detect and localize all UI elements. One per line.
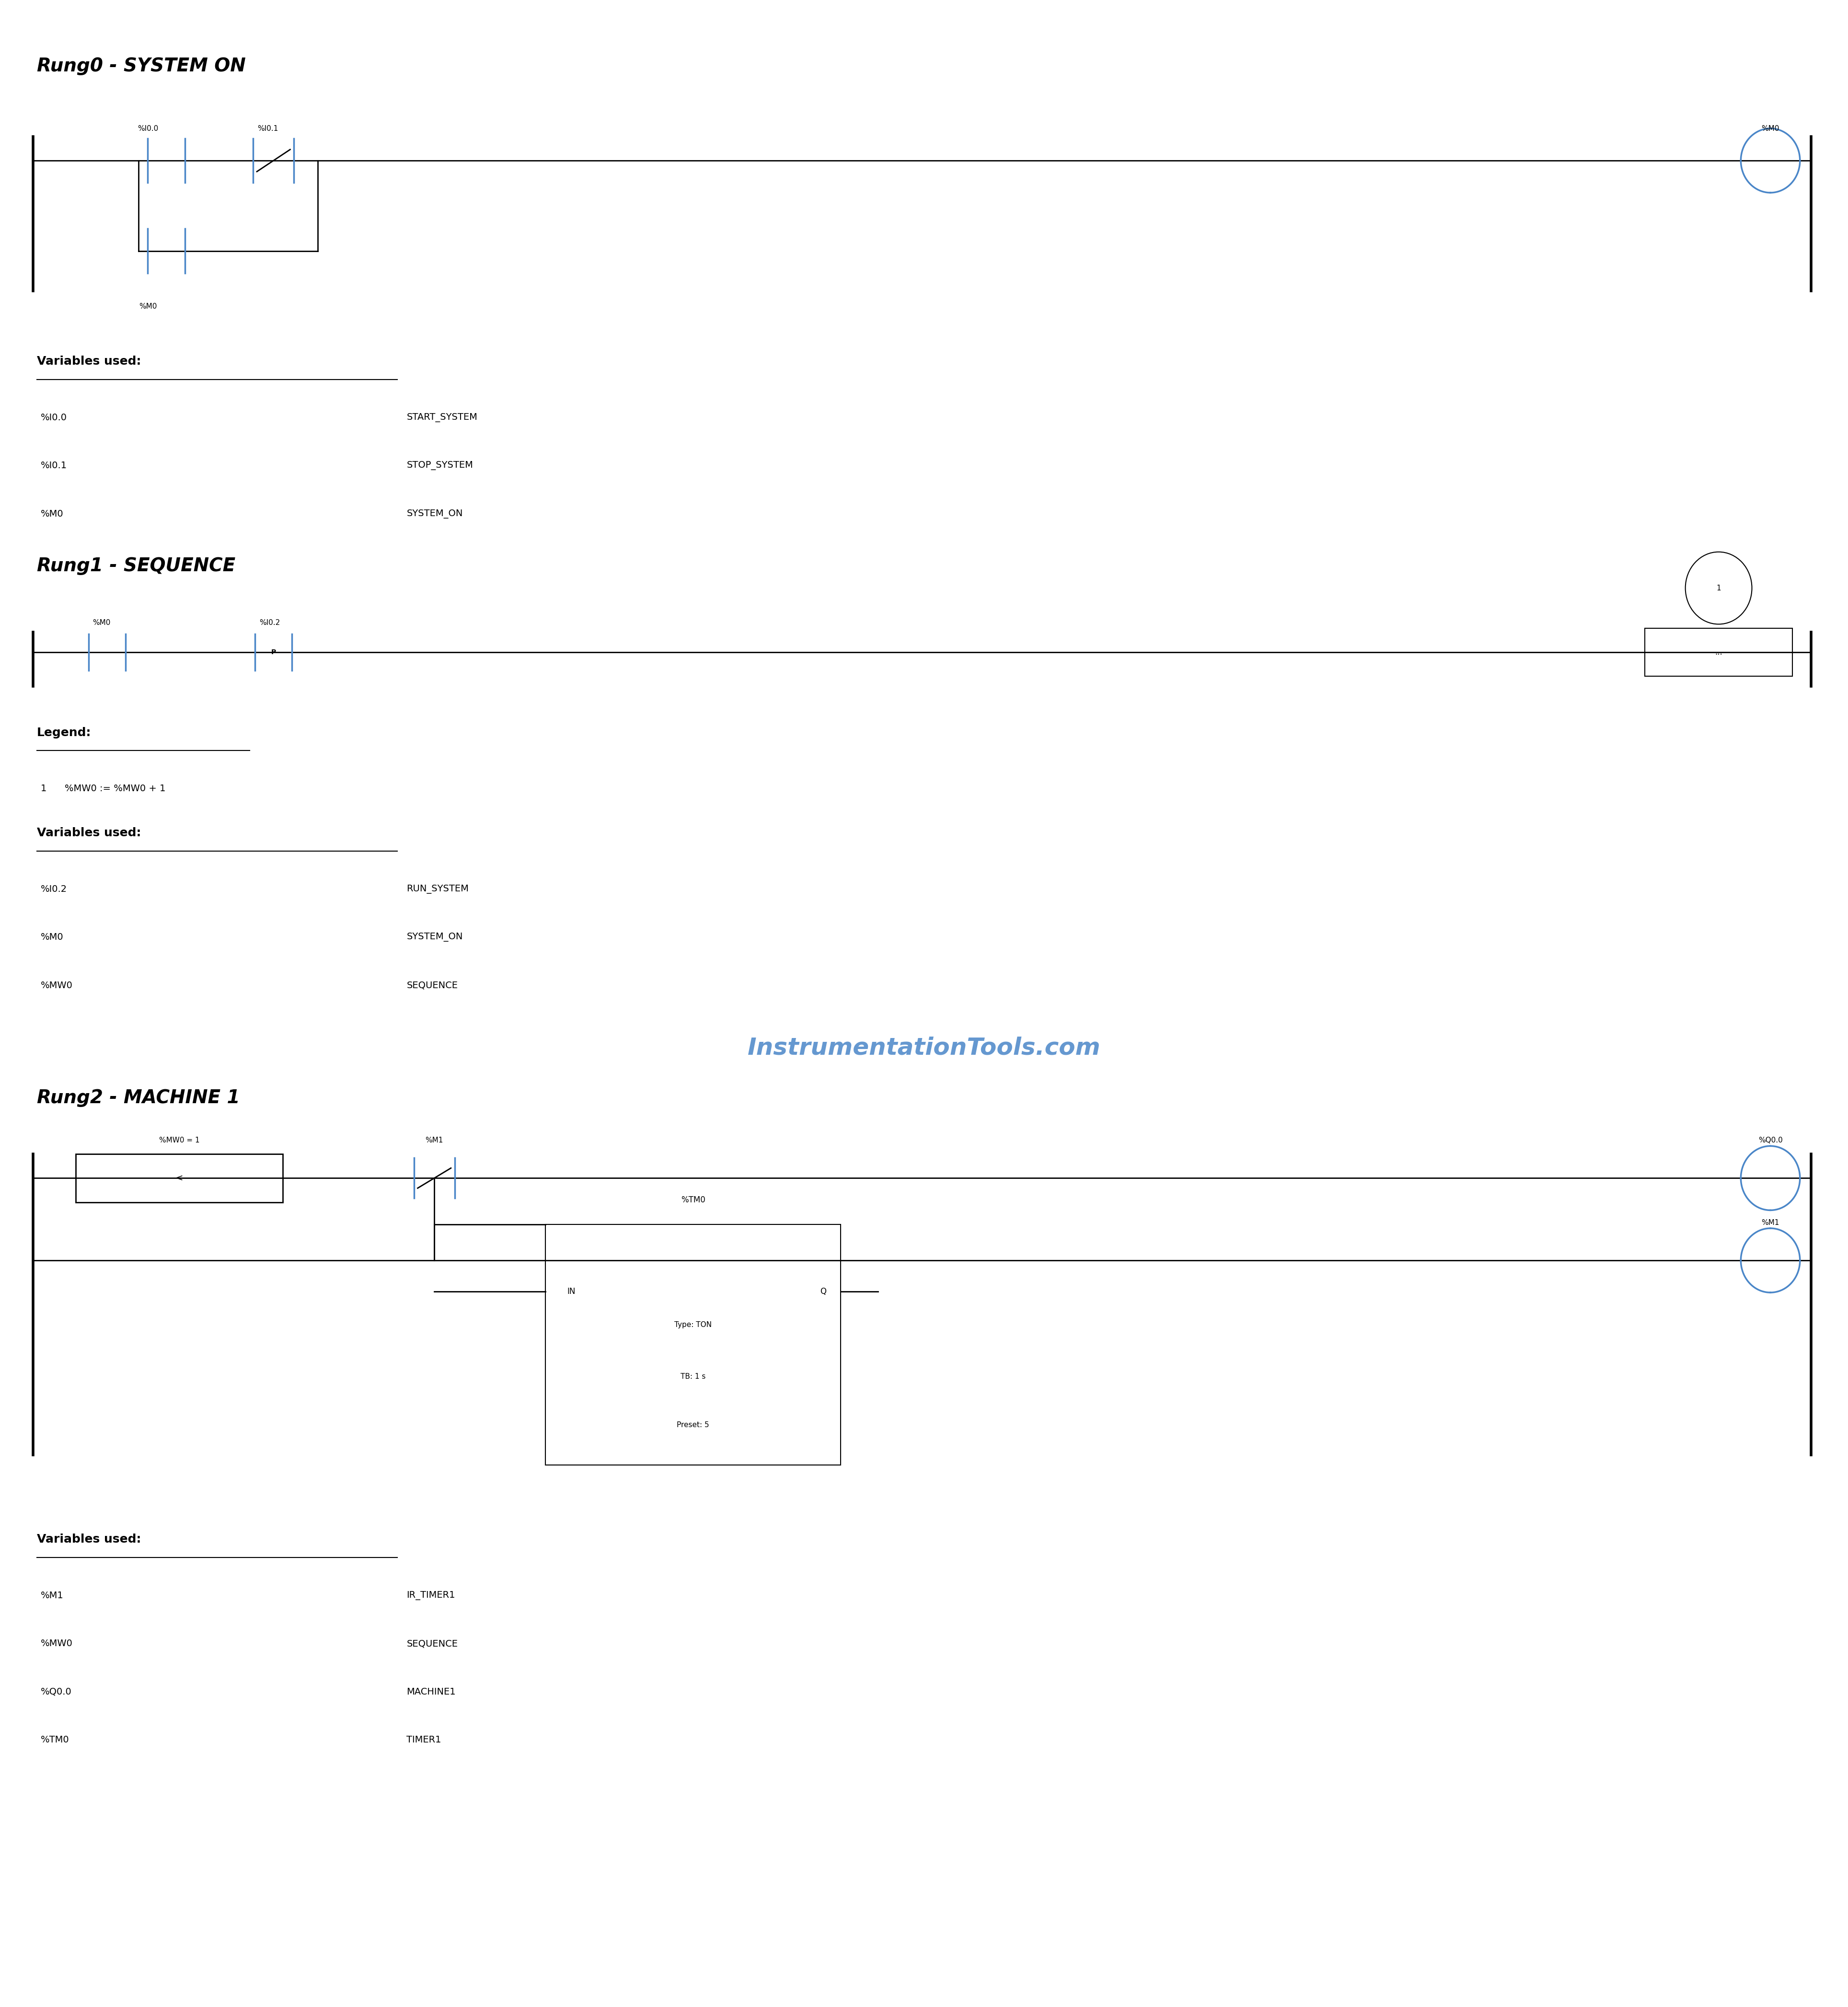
Text: 1: 1: [1717, 584, 1720, 592]
Text: %Q0.0: %Q0.0: [1757, 1136, 1783, 1144]
Text: %M0: %M0: [41, 933, 63, 941]
Text: TB: 1 s: TB: 1 s: [680, 1373, 706, 1381]
Text: SYSTEM_ON: SYSTEM_ON: [407, 510, 462, 518]
Text: Preset: 5: Preset: 5: [676, 1421, 710, 1429]
Text: IR_TIMER1: IR_TIMER1: [407, 1592, 455, 1600]
Text: %Q0.0: %Q0.0: [41, 1688, 72, 1696]
FancyBboxPatch shape: [545, 1224, 841, 1465]
Text: Variables used:: Variables used:: [37, 355, 140, 367]
Text: %M0: %M0: [139, 303, 157, 311]
Text: InstrumentationTools.com: InstrumentationTools.com: [747, 1036, 1101, 1060]
Text: P: P: [272, 648, 275, 656]
Text: Q: Q: [821, 1286, 826, 1297]
Text: %I0.1: %I0.1: [257, 124, 279, 132]
Text: START_SYSTEM: START_SYSTEM: [407, 413, 477, 421]
Text: %TM0: %TM0: [41, 1736, 68, 1744]
Text: MACHINE1: MACHINE1: [407, 1688, 456, 1696]
FancyBboxPatch shape: [1645, 628, 1793, 676]
Text: 1      %MW0 := %MW0 + 1: 1 %MW0 := %MW0 + 1: [41, 785, 166, 793]
Text: %I0.2: %I0.2: [259, 618, 281, 626]
Text: <: <: [176, 1174, 183, 1182]
Text: STOP_SYSTEM: STOP_SYSTEM: [407, 462, 473, 470]
Text: Legend:: Legend:: [37, 727, 91, 739]
Text: SEQUENCE: SEQUENCE: [407, 981, 458, 989]
Text: %TM0: %TM0: [680, 1196, 706, 1204]
Text: %MW0: %MW0: [41, 1640, 72, 1648]
Text: %I0.2: %I0.2: [41, 885, 67, 893]
Text: %I0.1: %I0.1: [41, 462, 67, 470]
Text: RUN_SYSTEM: RUN_SYSTEM: [407, 885, 469, 893]
Text: %I0.0: %I0.0: [41, 413, 67, 421]
Text: Rung0 - SYSTEM ON: Rung0 - SYSTEM ON: [37, 56, 246, 76]
Text: %M0: %M0: [1761, 124, 1780, 132]
Text: %MW0: %MW0: [41, 981, 72, 989]
Text: %M1: %M1: [425, 1136, 444, 1144]
Text: Variables used:: Variables used:: [37, 1533, 140, 1545]
Text: %M0: %M0: [92, 618, 111, 626]
Text: %I0.0: %I0.0: [137, 124, 159, 132]
Text: Rung1 - SEQUENCE: Rung1 - SEQUENCE: [37, 556, 235, 576]
Text: %M0: %M0: [41, 510, 63, 518]
FancyBboxPatch shape: [76, 1154, 283, 1202]
Text: Type: TON: Type: TON: [675, 1321, 711, 1329]
Text: SEQUENCE: SEQUENCE: [407, 1640, 458, 1648]
Text: %MW0 = 1: %MW0 = 1: [159, 1136, 200, 1144]
Text: %M1: %M1: [41, 1592, 63, 1600]
Text: Rung2 - MACHINE 1: Rung2 - MACHINE 1: [37, 1088, 240, 1108]
Text: SYSTEM_ON: SYSTEM_ON: [407, 933, 462, 941]
Text: IN: IN: [567, 1286, 577, 1297]
Text: ...: ...: [1715, 648, 1722, 656]
Text: TIMER1: TIMER1: [407, 1736, 442, 1744]
Text: %M1: %M1: [1761, 1218, 1780, 1226]
Text: Variables used:: Variables used:: [37, 827, 140, 839]
